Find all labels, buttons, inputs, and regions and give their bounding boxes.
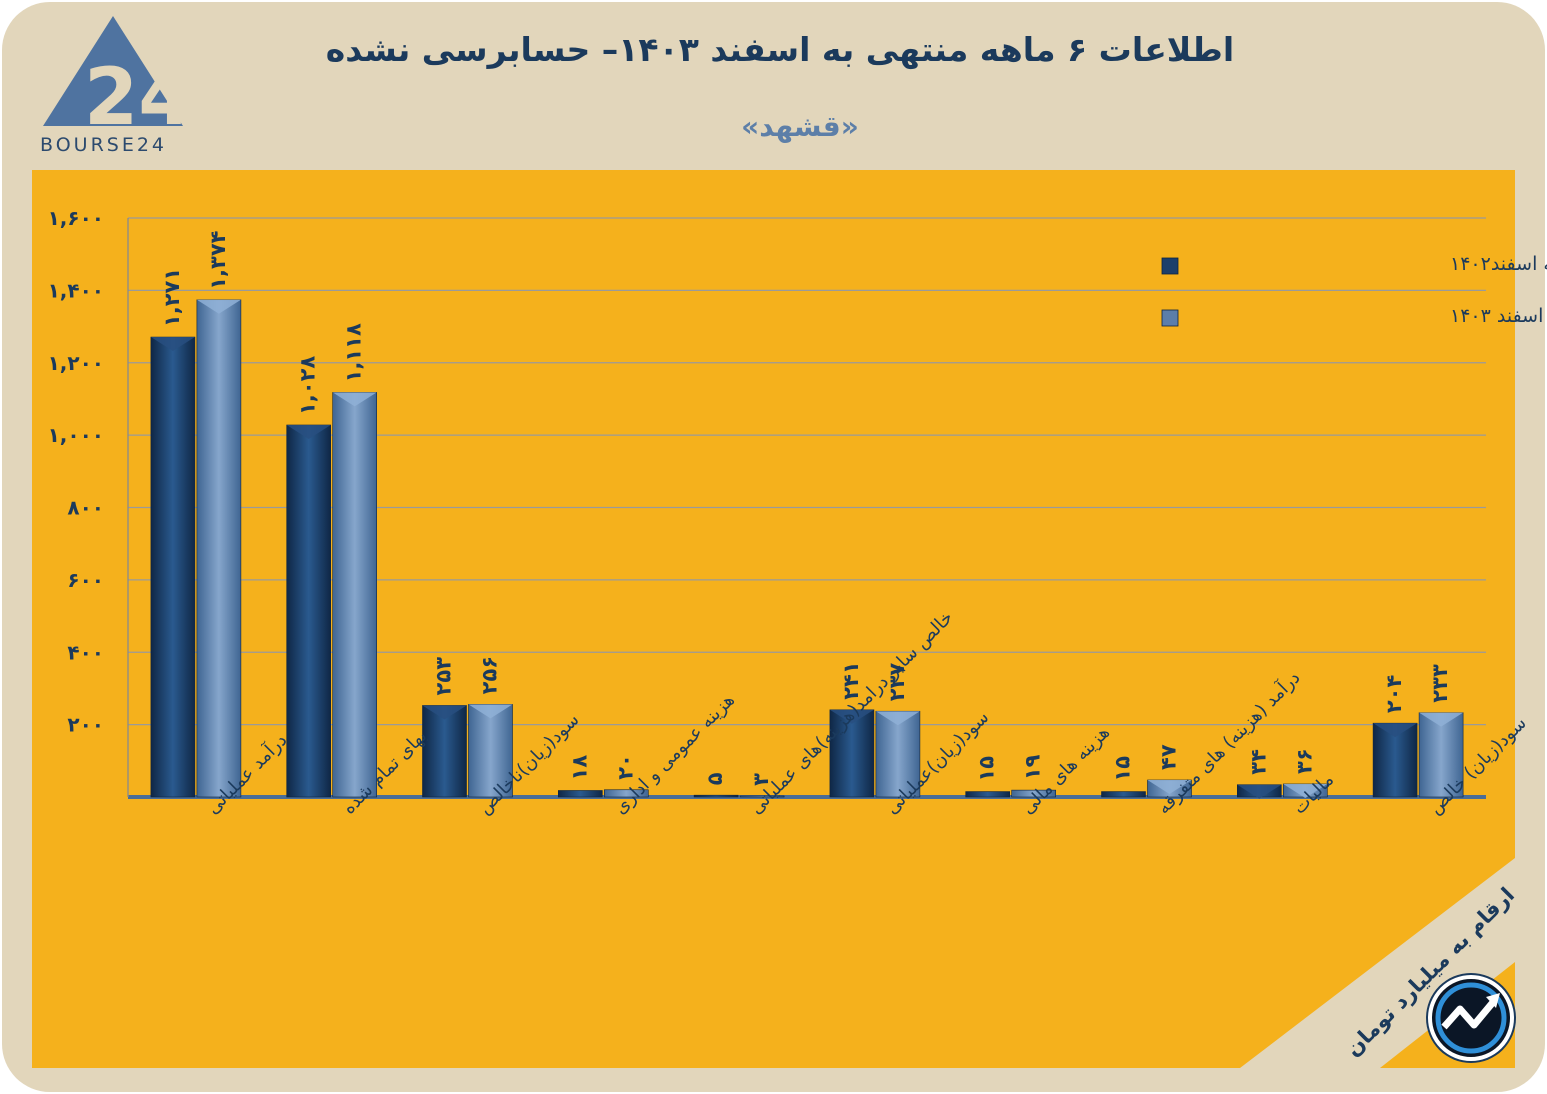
data-label: ۱,۰۲۸	[296, 356, 320, 415]
bar-bevel	[1237, 784, 1282, 799]
bar-1402	[1101, 791, 1146, 798]
y-tick-label: ۸۰۰	[67, 496, 104, 520]
bar-bevel	[1283, 783, 1328, 798]
data-label: ۲۳۷	[885, 663, 909, 702]
y-tick-label: ۶۰۰	[67, 568, 104, 592]
x-tick-label: هزینه عمومی و اداری	[610, 690, 739, 819]
bar-1402	[557, 790, 603, 798]
gridlines	[127, 217, 1486, 799]
y-axis-ticks: ۲۰۰ ۴۰۰ ۶۰۰ ۸۰۰ ۱,۰۰۰ ۱,۲۰۰ ۱,۴۰۰ ۱,۶۰۰	[48, 206, 104, 737]
legend-label: عملکرد منتهی به اسفند ۱۴۰۳	[1450, 305, 1547, 327]
trend-badge-icon	[1428, 975, 1514, 1061]
legend-label: عملکرد منتهی به اسفند۱۴۰۲	[1450, 253, 1547, 275]
data-label: ۱,۳۷۴	[206, 230, 230, 289]
bar-1403	[468, 704, 513, 798]
data-label: ۱۹	[1021, 754, 1045, 780]
bar-bevel	[829, 709, 874, 724]
data-label: ۳۶	[1292, 748, 1316, 774]
data-labels: ۱,۲۷۱ ۱,۳۷۴ ۱,۰۲۸ ۱,۱۱۸ ۲۵۳ ۲۵۶ ۱۸ ۲۰ ۵ ۳ ۲۴۱ ۲۳۷ ۱۵…	[160, 230, 1452, 786]
bar-bevel	[1373, 723, 1418, 738]
bar-1402	[965, 791, 1011, 798]
bars	[150, 299, 1464, 799]
bar-1403	[332, 392, 378, 798]
data-label: ۱۸	[567, 755, 591, 781]
bar-1402	[693, 794, 739, 798]
bar-bevel	[875, 711, 920, 726]
data-label: ۵	[703, 772, 727, 785]
y-tick-label: ۱,۶۰۰	[48, 206, 104, 230]
chart-subtitle: «قشهد»	[741, 110, 859, 143]
svg-text:24: 24	[84, 53, 193, 143]
bar-bevel	[468, 704, 513, 719]
data-label: ۳۴	[1246, 749, 1270, 775]
bar-1402	[829, 709, 875, 798]
legend-swatch	[1161, 257, 1179, 275]
y-tick-label: ۱,۴۰۰	[48, 278, 104, 302]
bar-1403	[739, 795, 785, 798]
data-label: ۱۵	[1111, 756, 1135, 782]
legend-swatch	[1161, 309, 1179, 327]
y-tick-label: ۴۰۰	[67, 640, 104, 664]
data-label: ۱۵	[975, 756, 999, 782]
data-label: ۱,۱۱۸	[342, 323, 366, 382]
legend: عملکرد منتهی به اسفند۱۴۰۲ عملکرد منتهی به…	[1161, 253, 1547, 327]
bar-bevel	[332, 392, 377, 407]
y-tick-label: ۱,۰۰۰	[48, 423, 104, 447]
data-label: ۲۵۶	[478, 656, 502, 694]
bar-1402	[422, 705, 467, 798]
bar-bevel	[422, 705, 467, 720]
chart-title: اطلاعات ۶ ماهه منتهی به اسفند ۱۴۰۳– حساب…	[325, 30, 1235, 69]
bar-1402	[150, 336, 196, 798]
y-tick-label: ۱,۲۰۰	[48, 351, 104, 375]
data-label: ۲۳۳	[1428, 664, 1452, 703]
data-label: ۲۴۱	[839, 661, 863, 699]
bar-bevel	[1419, 712, 1464, 727]
logo-text: BOURSE24	[40, 134, 168, 156]
plot-panel	[32, 170, 1515, 1068]
bar-1403	[196, 299, 242, 798]
bar-bevel	[286, 424, 331, 439]
bar-1402	[286, 424, 332, 798]
bar-bevel	[196, 299, 241, 314]
data-label: ۴۷	[1157, 744, 1181, 770]
bar-1403	[1418, 712, 1464, 798]
bar-bevel	[1147, 779, 1192, 794]
bourse24-logo: 24	[43, 16, 193, 143]
y-tick-label: ۲۰۰	[67, 713, 104, 737]
bar-1403	[1011, 789, 1057, 798]
bar-1403	[875, 710, 921, 798]
data-label: ۳	[749, 773, 773, 786]
data-label: ۲۰۴	[1382, 675, 1406, 714]
data-label: ۲۵۳	[432, 657, 456, 696]
bar-1403	[603, 789, 649, 798]
bar-bevel	[150, 337, 195, 352]
data-label: ۲۰	[613, 754, 637, 780]
data-label: ۱,۲۷۱	[160, 268, 184, 327]
